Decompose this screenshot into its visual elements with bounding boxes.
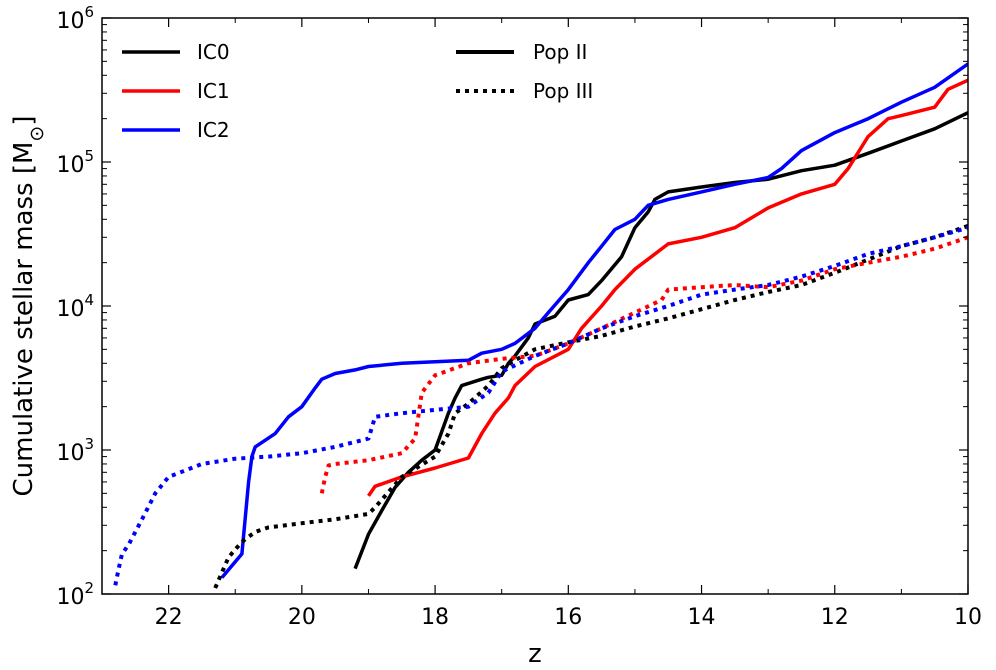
x-tick-label: 12 xyxy=(821,605,849,630)
x-axis-label: z xyxy=(528,639,542,669)
y-tick-label: 104 xyxy=(56,291,94,322)
x-tick-label: 20 xyxy=(288,605,316,630)
x-tick-label: 18 xyxy=(421,605,449,630)
series-line-ic1-pop-iii xyxy=(319,235,968,494)
y-axis-label-sub: ⊙ xyxy=(26,126,48,142)
y-axis-label: Cumulative stellar mass [M⊙] xyxy=(9,115,48,496)
x-tick-label: 10 xyxy=(954,605,982,630)
series-line-ic2-pop-ii xyxy=(220,62,968,579)
series-line-ic1-pop-ii xyxy=(367,78,968,497)
legend-ic: IC0 IC1 IC2 xyxy=(122,40,230,142)
y-tick-label: 103 xyxy=(56,435,94,466)
series-line-ic0-pop-iii xyxy=(213,224,968,589)
legend-pop3-label: Pop III xyxy=(533,79,593,103)
series-layer xyxy=(113,62,968,589)
legend-ic2-label: IC2 xyxy=(197,118,230,142)
y-axis-label-suffix: ] xyxy=(9,115,39,125)
x-tick-label: 14 xyxy=(688,605,716,630)
x-tick-label: 22 xyxy=(155,605,183,630)
plot-area xyxy=(102,18,968,594)
y-tick-label: 105 xyxy=(56,147,94,178)
series-line-ic0-pop-ii xyxy=(353,111,968,570)
y-axis-label-main: Cumulative stellar mass [M xyxy=(9,142,39,497)
series-line-ic2-pop-iii xyxy=(113,225,968,586)
legend-pop: Pop II Pop III xyxy=(456,40,593,103)
y-tick-label: 102 xyxy=(56,579,94,610)
x-tick-label: 16 xyxy=(554,605,582,630)
legend-ic1-label: IC1 xyxy=(197,79,230,103)
ticks-layer: 22 20 18 16 14 12 10 102 103 104 105 106 xyxy=(56,3,982,630)
legend-ic0-label: IC0 xyxy=(197,40,230,64)
legend-pop2-label: Pop II xyxy=(533,40,587,64)
y-tick-label: 106 xyxy=(56,3,94,34)
